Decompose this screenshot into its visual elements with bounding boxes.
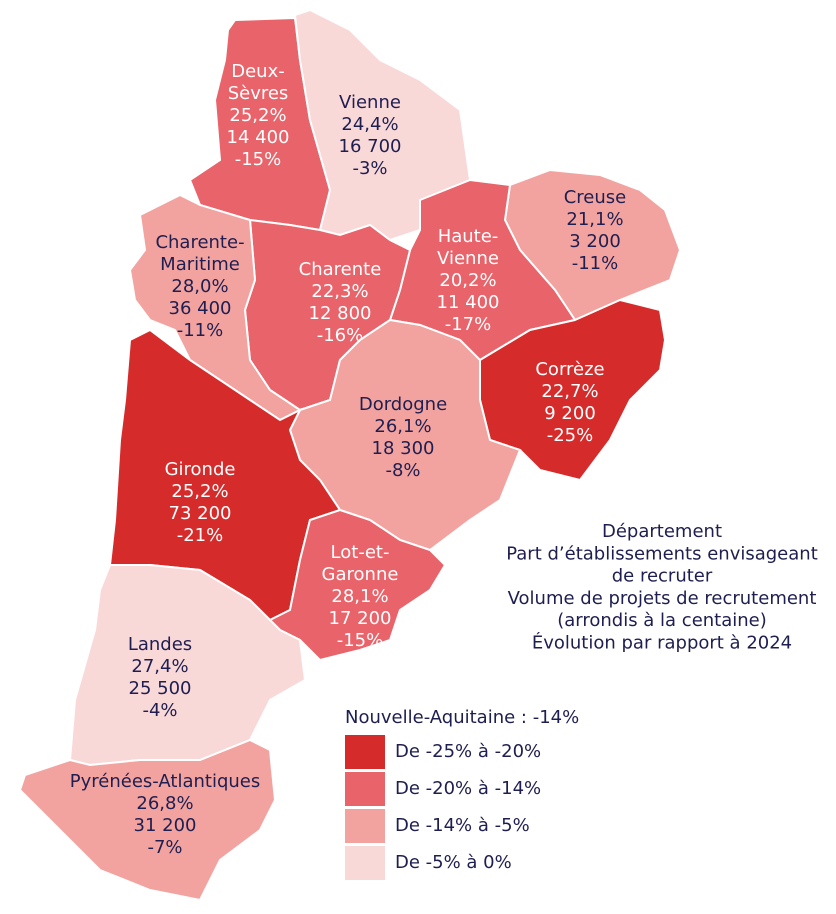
- legend-swatch: [345, 735, 385, 769]
- department-volume: 9 200: [544, 403, 596, 424]
- explanation-line: (arrondis à la centaine): [557, 610, 767, 631]
- department-volume: 25 500: [129, 678, 192, 699]
- department-shape: [268, 508, 447, 662]
- department-share: 22,3%: [311, 281, 368, 302]
- department-name: Deux-: [231, 61, 285, 82]
- department-volume: 16 700: [339, 136, 402, 157]
- department-volume: 12 800: [309, 303, 372, 324]
- department-name: Maritime: [160, 254, 240, 275]
- legend-swatch: [345, 772, 385, 806]
- department-change: -11%: [177, 320, 224, 341]
- department-name: Creuse: [564, 187, 627, 208]
- department-share: 26,8%: [136, 793, 193, 814]
- department-change: -21%: [177, 525, 224, 546]
- department-change: -17%: [445, 314, 492, 335]
- legend-label: De -14% à -5%: [395, 815, 530, 836]
- department-share: 27,4%: [131, 656, 188, 677]
- department-share: 21,1%: [566, 209, 623, 230]
- legend-label: De -20% à -14%: [395, 778, 541, 799]
- department-name: Vienne: [339, 92, 401, 113]
- department-change: -4%: [142, 700, 177, 721]
- department-change: -7%: [147, 837, 182, 858]
- legend-swatch: [345, 846, 385, 880]
- legend-label: De -25% à -20%: [395, 741, 541, 762]
- department-volume: 3 200: [569, 231, 621, 252]
- department-change: -11%: [572, 253, 619, 274]
- department-name: Dordogne: [359, 394, 447, 415]
- department-shape: [18, 738, 277, 902]
- department-share: 20,2%: [439, 270, 496, 291]
- department-name: Landes: [128, 634, 192, 655]
- department-change: -3%: [352, 158, 387, 179]
- department-change: -16%: [317, 325, 364, 346]
- department-name: Gironde: [165, 459, 236, 480]
- legend-swatch: [345, 809, 385, 843]
- department-name: Charente: [299, 259, 382, 280]
- department-name: Garonne: [322, 564, 399, 585]
- department-volume: 14 400: [227, 127, 290, 148]
- department-volume: 36 400: [169, 298, 232, 319]
- department-change: -15%: [337, 630, 384, 651]
- department-volume: 17 200: [329, 608, 392, 629]
- department-name: Lot-et-: [331, 542, 390, 563]
- department-share: 25,2%: [171, 481, 228, 502]
- explanation-line: Volume de projets de recrutement: [508, 588, 817, 609]
- explanation-line: de recruter: [612, 566, 713, 587]
- department-share: 25,2%: [229, 105, 286, 126]
- department-volume: 31 200: [134, 815, 197, 836]
- department-share: 26,1%: [374, 416, 431, 437]
- department-share: 28,0%: [171, 276, 228, 297]
- department-volume: 11 400: [437, 292, 500, 313]
- explanation-line: Département: [602, 521, 722, 542]
- department-name: Sèvres: [228, 83, 289, 104]
- department-volume: 18 300: [372, 438, 435, 459]
- department-name: Vienne: [437, 248, 499, 269]
- department-change: -15%: [235, 149, 282, 170]
- department-name: Charente-: [155, 232, 244, 253]
- department-name: Haute-: [438, 226, 499, 247]
- department-share: 28,1%: [331, 586, 388, 607]
- explanation-line: Évolution par rapport à 2024: [532, 632, 792, 654]
- legend-label: De -5% à 0%: [395, 852, 512, 873]
- department-share: 24,4%: [341, 114, 398, 135]
- department-shape: [68, 564, 307, 767]
- department-share: 22,7%: [541, 381, 598, 402]
- department-change: -8%: [385, 460, 420, 481]
- region-total: Nouvelle-Aquitaine : -14%: [345, 707, 579, 728]
- department-name: Corrèze: [535, 359, 604, 380]
- explanation-line: Part d’établissements envisageant: [506, 543, 818, 564]
- department-name: Pyrénées-Atlantiques: [70, 771, 260, 792]
- department-volume: 73 200: [169, 503, 232, 524]
- department-change: -25%: [547, 425, 594, 446]
